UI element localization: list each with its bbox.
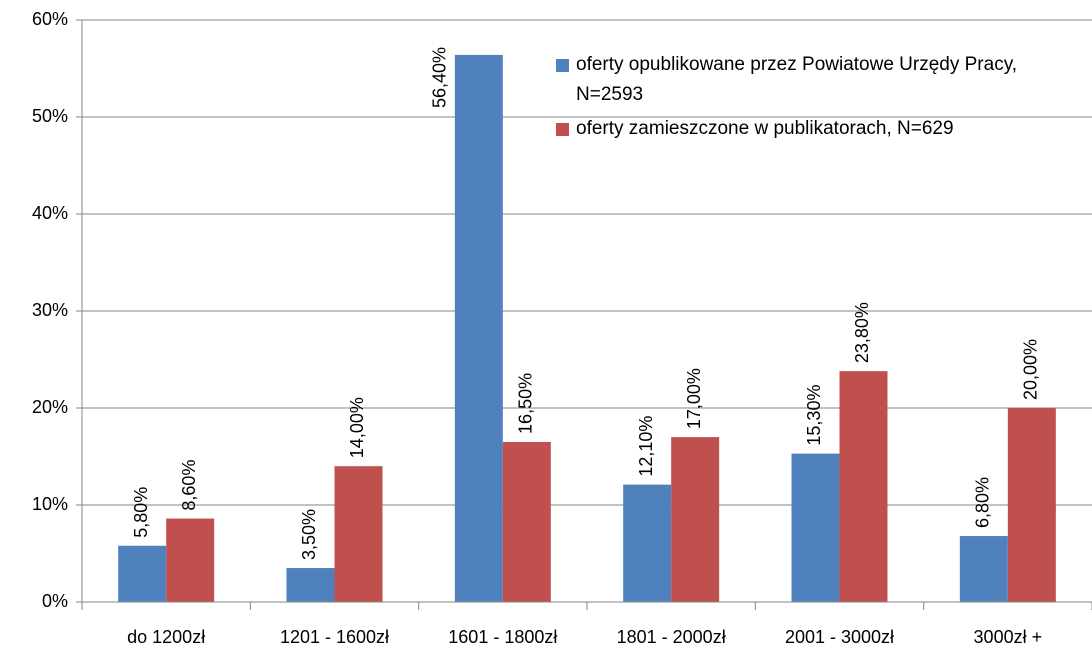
legend-entry: oferty opublikowane przez Powiatowe Urzę…	[556, 50, 1081, 110]
y-tick-label: 10%	[32, 494, 68, 514]
data-label: 56,40%	[430, 47, 450, 108]
bar	[1007, 408, 1056, 602]
legend-swatch	[556, 123, 569, 136]
bar	[791, 453, 840, 602]
data-label: 20,00%	[1021, 339, 1041, 400]
bar	[454, 54, 503, 603]
data-label: 14,00%	[347, 397, 367, 458]
data-label: 12,10%	[636, 416, 656, 477]
data-label: 8,60%	[179, 460, 199, 511]
bar	[671, 437, 720, 602]
legend-label: oferty opublikowane przez Powiatowe Urzę…	[576, 54, 1018, 105]
x-tick-label: 1601 - 1800zł	[448, 627, 557, 647]
bar	[623, 484, 672, 602]
data-label: 15,30%	[804, 385, 824, 446]
bar	[334, 466, 383, 602]
y-tick-label: 0%	[42, 591, 68, 611]
data-label: 16,50%	[516, 373, 536, 434]
bar	[502, 441, 551, 602]
y-tick-label: 20%	[32, 397, 68, 417]
x-tick-label: 3000zł +	[974, 627, 1043, 647]
bar	[839, 371, 888, 602]
x-tick-label: do 1200zł	[127, 627, 205, 647]
y-tick-label: 30%	[32, 300, 68, 320]
bar	[118, 545, 167, 602]
y-tick-label: 40%	[32, 203, 68, 223]
legend: oferty opublikowane przez Powiatowe Urzę…	[556, 50, 1081, 148]
data-label: 6,80%	[973, 477, 993, 528]
y-tick-label: 50%	[32, 106, 68, 126]
data-label: 3,50%	[299, 509, 319, 560]
x-tick-label: 1201 - 1600zł	[280, 627, 389, 647]
data-label: 17,00%	[684, 368, 704, 429]
x-tick-label: 2001 - 3000zł	[785, 627, 894, 647]
bar	[166, 518, 215, 602]
x-tick-label: 1801 - 2000zł	[617, 627, 726, 647]
y-tick-label: 60%	[32, 9, 68, 29]
data-label: 23,80%	[852, 302, 872, 363]
bar	[286, 568, 335, 602]
legend-swatch	[556, 59, 569, 72]
legend-entry: oferty zamieszczone w publikatorach, N=6…	[556, 114, 1081, 144]
data-label: 5,80%	[131, 487, 151, 538]
legend-label: oferty zamieszczone w publikatorach, N=6…	[576, 118, 954, 139]
bar	[959, 536, 1008, 602]
